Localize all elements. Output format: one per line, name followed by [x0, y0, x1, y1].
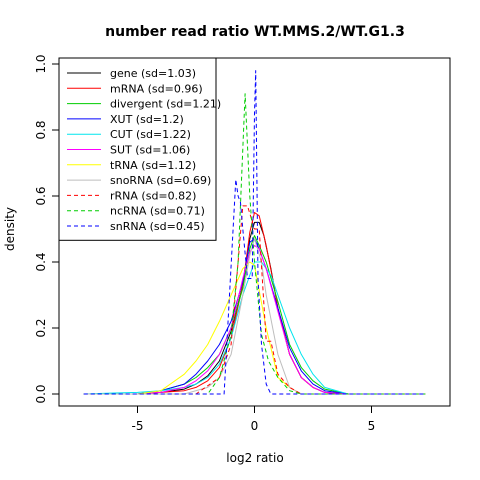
legend-label: SUT (sd=1.06)	[110, 144, 190, 157]
legend-label: snoRNA (sd=0.69)	[110, 174, 211, 187]
series-line-10	[83, 70, 426, 395]
legend-label: mRNA (sd=0.96)	[110, 82, 203, 95]
legend-label: ncRNA (sd=0.71)	[110, 205, 205, 218]
x-tick-label: 0	[251, 419, 259, 433]
y-tick-label: 0.2	[34, 318, 48, 337]
legend-label: divergent (sd=1.21)	[110, 98, 221, 111]
y-tick-label: 0.8	[34, 120, 48, 139]
chart-title: number read ratio WT.MMS.2/WT.G1.3	[105, 24, 405, 40]
series-line-4	[83, 261, 426, 395]
x-tick-label: -5	[132, 419, 144, 433]
y-axis-label: density	[3, 207, 17, 251]
legend-label: CUT (sd=1.22)	[110, 128, 191, 141]
legend-label: gene (sd=1.03)	[110, 67, 196, 80]
x-tick-label: 5	[368, 419, 376, 433]
y-tick-label: 1.0	[34, 54, 48, 73]
legend-label: rRNA (sd=0.82)	[110, 189, 196, 202]
y-tick-label: 0.4	[34, 252, 48, 271]
series-layer	[83, 70, 426, 395]
series-line-0	[83, 221, 426, 395]
series-line-6	[83, 261, 426, 395]
series-line-8	[83, 205, 426, 395]
legend-label: XUT (sd=1.2)	[110, 113, 184, 126]
legend-label: snRNA (sd=0.45)	[110, 220, 205, 233]
y-tick-label: 0.0	[34, 384, 48, 403]
legend: gene (sd=1.03) mRNA (sd=0.96) divergent (s…	[58, 57, 221, 241]
legend-label: tRNA (sd=1.12)	[110, 159, 196, 172]
series-line-3	[83, 238, 426, 395]
y-tick-label: 0.6	[34, 186, 48, 205]
x-axis-label: log2 ratio	[226, 451, 283, 465]
